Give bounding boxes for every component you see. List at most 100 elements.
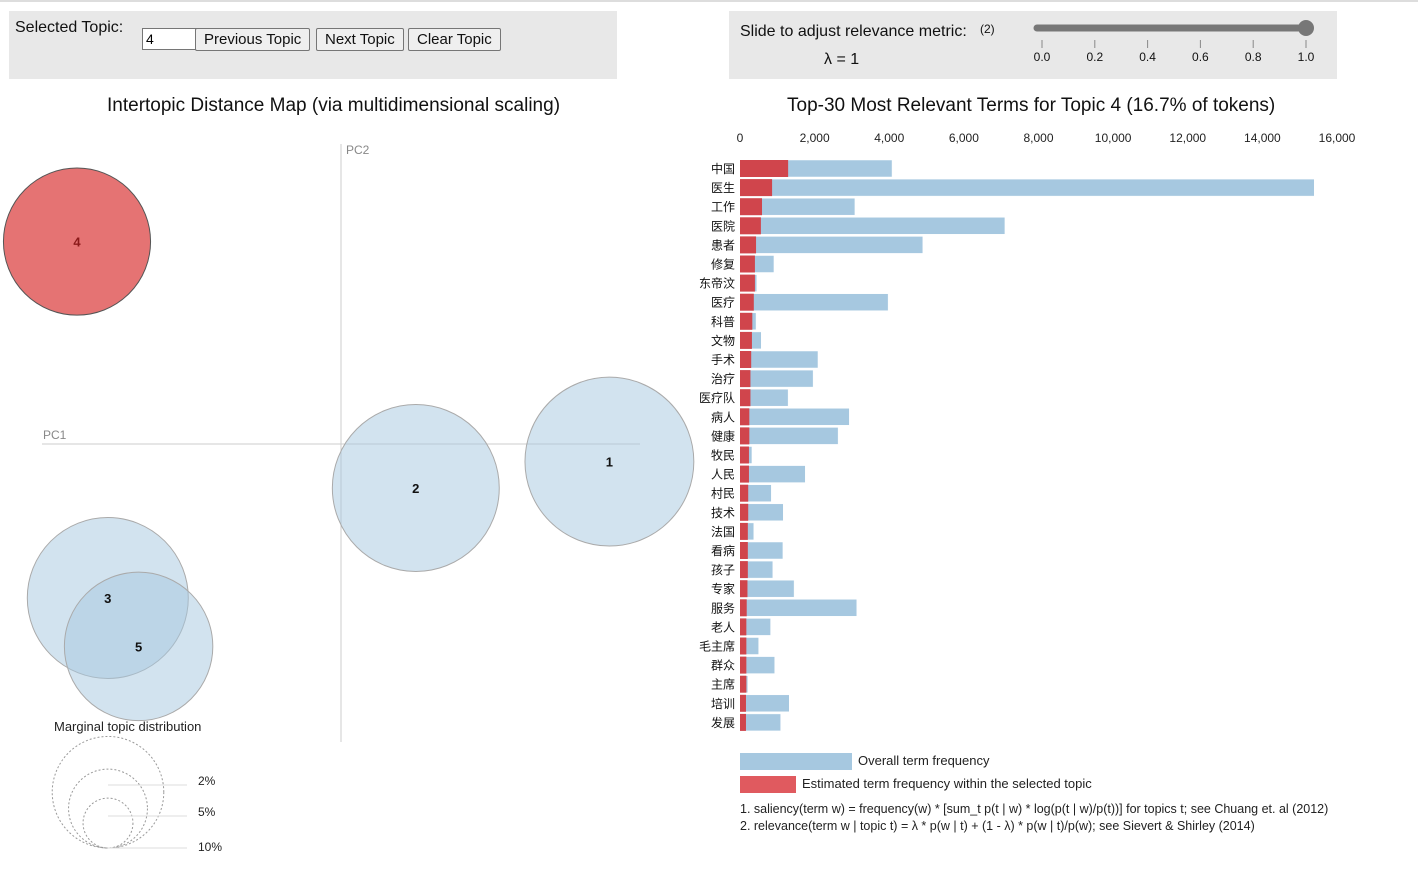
bar-topic-毛主席[interactable]	[740, 637, 747, 655]
slider-tick-label: 0.2	[1086, 50, 1103, 64]
bar-overall-手术[interactable]	[739, 350, 819, 369]
bar-topic-医生[interactable]	[740, 179, 773, 197]
bar-topic-牧民[interactable]	[740, 446, 749, 464]
bar-topic-科普[interactable]	[740, 312, 753, 330]
bar-topic-修复[interactable]	[740, 255, 755, 273]
term-label[interactable]: 老人	[711, 620, 735, 634]
bar-topic-东帝汶[interactable]	[740, 274, 755, 292]
term-label[interactable]: 村民	[711, 487, 735, 501]
term-label[interactable]: 工作	[711, 200, 735, 214]
slider-tick-label: 0.6	[1192, 50, 1209, 64]
bar-overall-专家[interactable]	[739, 579, 795, 598]
term-label[interactable]: 服务	[711, 600, 735, 615]
term-label[interactable]: 发展	[711, 715, 735, 730]
bar-overall-服务[interactable]	[739, 599, 858, 617]
term-label[interactable]: 手术	[711, 353, 735, 367]
x-tick-label: 12,000	[1169, 131, 1206, 145]
term-label[interactable]: 群众	[711, 659, 735, 673]
bar-topic-文物[interactable]	[740, 331, 752, 349]
bar-overall-培训[interactable]	[739, 694, 790, 713]
term-label[interactable]: 治疗	[711, 372, 735, 386]
term-label[interactable]: 患者	[711, 238, 735, 252]
bar-topic-人民[interactable]	[740, 465, 749, 483]
bar-overall-病人[interactable]	[739, 408, 850, 426]
term-label[interactable]: 孩子	[711, 563, 735, 577]
term-label[interactable]: 毛主席	[699, 639, 735, 654]
bar-legend: Overall term frequency Estimated term fr…	[740, 753, 1328, 833]
bar-topic-手术[interactable]	[740, 351, 752, 368]
bar-overall-治疗[interactable]	[739, 369, 814, 388]
term-label[interactable]: 中国	[711, 161, 735, 176]
pc2-label: PC2	[346, 143, 370, 157]
term-label[interactable]: 科普	[711, 315, 735, 329]
topic-bubble-2[interactable]	[331, 404, 500, 572]
relevance-slider[interactable]: 0.0 0.2 0.4 0.6 0.8 1.0	[1029, 15, 1329, 75]
term-label[interactable]: 医生	[711, 181, 735, 195]
bar-topic-病人[interactable]	[740, 408, 750, 426]
bar-overall-医院[interactable]	[739, 217, 1006, 235]
x-tick-label: 10,000	[1095, 131, 1132, 145]
slider-footnote: (2)	[980, 22, 995, 36]
size-legend-circle	[82, 797, 134, 849]
term-label[interactable]: 病人	[711, 409, 735, 424]
selected-topic-input[interactable]	[142, 28, 202, 50]
bar-topic-医疗队[interactable]	[740, 389, 751, 407]
bar-overall-医生[interactable]	[739, 178, 1315, 197]
term-label[interactable]: 健康	[711, 428, 735, 443]
previous-topic-button[interactable]: Previous Topic	[195, 28, 311, 51]
footnote-saliency: 1. saliency(term w) = frequency(w) * [su…	[740, 802, 1328, 816]
bar-topic-服务[interactable]	[740, 599, 747, 617]
bar-topic-村民[interactable]	[740, 484, 749, 502]
term-label[interactable]: 牧民	[711, 449, 735, 463]
bar-overall-健康[interactable]	[739, 427, 839, 445]
term-label[interactable]: 修复	[711, 257, 735, 272]
term-label[interactable]: 文物	[711, 333, 735, 348]
term-label[interactable]: 培训	[711, 696, 735, 711]
topic-bubble-4[interactable]	[2, 167, 152, 316]
bar-overall-发展[interactable]	[739, 713, 781, 732]
term-label[interactable]: 医疗	[711, 296, 735, 310]
term-label[interactable]: 法国	[711, 525, 735, 539]
term-label[interactable]: 医院	[711, 219, 735, 233]
term-label[interactable]: 主席	[711, 677, 735, 692]
topic-bubble-label: 1	[606, 455, 613, 470]
bar-topic-治疗[interactable]	[740, 370, 751, 388]
bar-topic-中国[interactable]	[740, 160, 789, 177]
bar-topic-孩子[interactable]	[740, 561, 748, 579]
term-label[interactable]: 人民	[711, 468, 735, 482]
bar-topic-患者[interactable]	[740, 236, 757, 254]
term-label[interactable]: 东帝汶	[699, 276, 735, 291]
x-tick-label: 6,000	[949, 131, 979, 145]
topic-bubble-5[interactable]	[63, 571, 214, 722]
term-label[interactable]: 技术	[711, 506, 735, 520]
term-label[interactable]: 专家	[711, 581, 735, 596]
bar-overall-医疗[interactable]	[739, 293, 889, 311]
term-label[interactable]: 医疗队	[699, 390, 735, 405]
bar-topic-医院[interactable]	[740, 217, 761, 235]
term-label[interactable]: 看病	[711, 543, 735, 558]
bar-topic-群众[interactable]	[740, 656, 747, 674]
bar-topic-法国[interactable]	[740, 522, 748, 540]
bar-topic-培训[interactable]	[740, 694, 746, 712]
bar-topic-主席[interactable]	[740, 675, 747, 693]
term-bar-chart-title: Top-30 Most Relevant Terms for Topic 4 (…	[787, 95, 1276, 116]
bar-topic-发展[interactable]	[740, 713, 746, 731]
topic-bubble-label: 3	[104, 591, 111, 606]
bar-topic-健康[interactable]	[740, 427, 750, 445]
bar-topic-工作[interactable]	[740, 198, 763, 216]
slider-handle[interactable]	[1298, 20, 1314, 36]
next-topic-button[interactable]: Next Topic	[316, 28, 404, 51]
clear-topic-button[interactable]: Clear Topic	[408, 28, 501, 51]
bar-overall-患者[interactable]	[739, 236, 924, 254]
bar-topic-看病[interactable]	[740, 542, 748, 559]
bar-overall-人民[interactable]	[739, 465, 806, 483]
x-tick-label: 2,000	[800, 131, 830, 145]
slider-tick-label: 1.0	[1298, 50, 1315, 64]
bar-topic-医疗[interactable]	[740, 293, 754, 311]
bar-topic-老人[interactable]	[740, 618, 747, 636]
term-bar-chart: 0 2,000 4,000 6,000 8,000 10,000 12,000 14,000 1…	[699, 131, 1356, 732]
topic-bubble-1[interactable]	[524, 376, 695, 547]
bar-topic-专家[interactable]	[740, 580, 748, 598]
bar-topic-技术[interactable]	[740, 503, 749, 521]
x-tick-label: 4,000	[874, 131, 904, 145]
